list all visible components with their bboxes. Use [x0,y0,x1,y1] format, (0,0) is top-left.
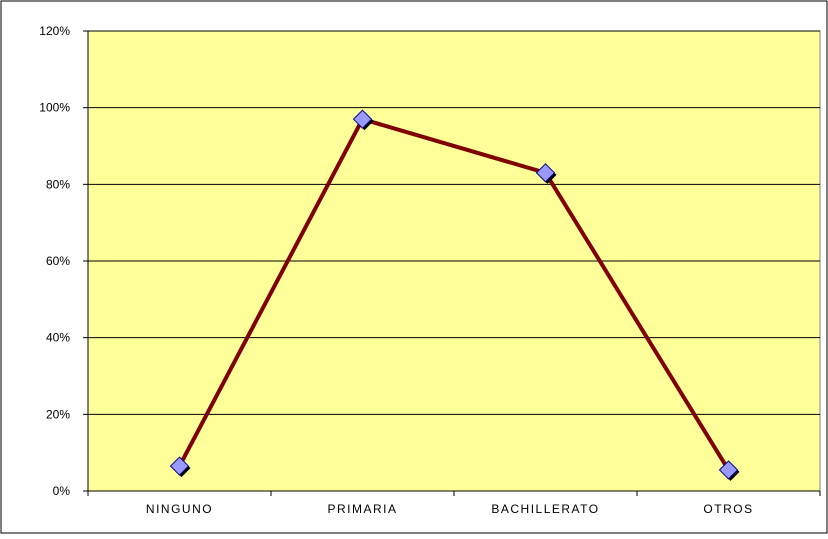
y-axis: 0% 20% 40% 60% 80% 100% 120% [39,24,89,498]
data-point-marker [169,456,190,476]
y-tick-label: 20% [46,407,70,421]
y-tick-label: 120% [39,24,70,38]
y-tick-label: 100% [39,101,70,115]
gridlines [88,30,820,415]
x-tick-label: NINGUNO [146,502,213,516]
data-point-marker [718,460,739,480]
y-tick-label: 60% [46,254,70,268]
series-group [169,109,740,481]
series-line [177,117,731,471]
data-point-marker [352,109,373,129]
x-tick-label: OTROS [703,502,753,516]
y-tick-label: 80% [46,177,70,191]
x-axis: NINGUNO PRIMARIA BACHILLERATO OTROS [87,490,821,516]
y-tick-label: 40% [46,331,70,345]
x-tick-label: BACHILLERATO [491,502,599,516]
y-tick-label: 0% [53,484,71,498]
x-tick-label: PRIMARIA [327,502,397,516]
data-point-marker [535,163,556,183]
